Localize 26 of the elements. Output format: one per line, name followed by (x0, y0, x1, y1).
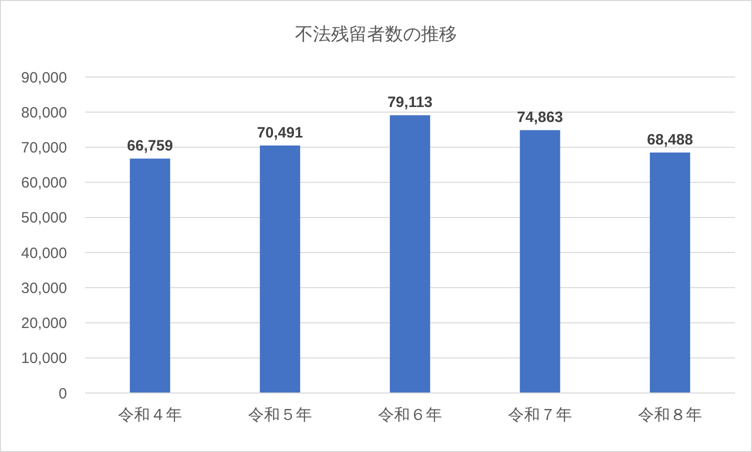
y-tick-label: 0 (58, 385, 67, 402)
y-tick-label: 90,000 (21, 69, 67, 86)
y-tick-label: 80,000 (21, 104, 67, 122)
x-tick-label: 令和７年 (508, 406, 572, 424)
bar (390, 115, 430, 393)
bar (260, 146, 300, 393)
data-label: 70,491 (257, 124, 303, 142)
bar (520, 130, 560, 393)
x-tick-label: 令和６年 (378, 406, 442, 424)
data-label: 68,488 (647, 132, 693, 149)
data-label: 79,113 (387, 94, 433, 112)
data-label: 66,759 (127, 138, 173, 155)
y-tick-label: 40,000 (21, 244, 67, 262)
y-tick-label: 70,000 (21, 139, 67, 156)
chart-title: 不法残留者数の推移 (295, 24, 457, 44)
y-tick-label: 60,000 (21, 174, 67, 192)
bar (650, 152, 690, 393)
data-label: 74,863 (517, 109, 563, 126)
bar (130, 158, 170, 393)
x-tick-label: 令和８年 (638, 406, 702, 424)
x-tick-label: 令和５年 (248, 406, 312, 424)
y-tick-label: 10,000 (21, 350, 67, 368)
x-tick-label: 令和４年 (118, 406, 182, 424)
y-tick-label: 50,000 (21, 210, 67, 227)
y-tick-label: 20,000 (21, 315, 67, 332)
y-tick-label: 30,000 (21, 280, 67, 297)
